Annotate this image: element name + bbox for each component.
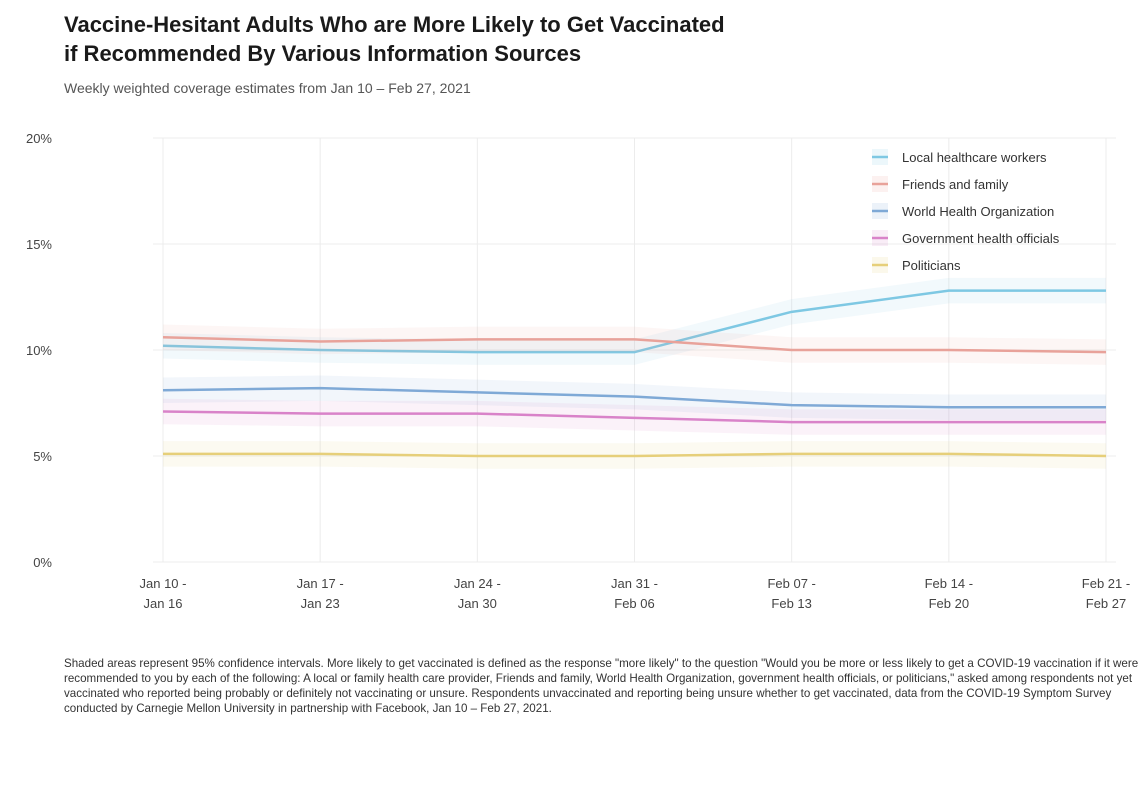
y-tick-label: 5% — [33, 449, 52, 464]
y-tick-label: 10% — [26, 343, 52, 358]
line-chart: 0% 5% 10% 15% 20% Jan 10 -Jan 16 Jan 17 -Jan … — [26, 131, 1131, 611]
series-line — [162, 386, 1106, 409]
chart-footnote: Shaded areas represent 95% confidence in… — [64, 657, 1139, 715]
legend-label: Local healthcare workers — [902, 150, 1047, 165]
series-line — [162, 410, 1106, 424]
x-axis: Jan 10 -Jan 16 Jan 17 -Jan 23 Jan 24 -Jan … — [140, 576, 1131, 611]
chart-title-line2: if Recommended By Various Information So… — [64, 41, 582, 66]
y-tick-label: 15% — [26, 237, 52, 252]
confidence-band — [163, 324, 1106, 365]
x-tick-label: Feb 07 -Feb 13 — [767, 576, 815, 611]
series-line — [163, 452, 1107, 458]
x-tick-label: Feb 21 -Feb 27 — [1082, 576, 1130, 611]
x-tick-label: Jan 10 -Jan 16 — [140, 576, 187, 611]
confidence-band — [163, 277, 1106, 365]
x-tick-label: Jan 24 -Jan 30 — [454, 576, 501, 611]
chart-subtitle: Weekly weighted coverage estimates from … — [64, 80, 471, 96]
y-tick-label: 20% — [26, 131, 52, 146]
legend-label: Government health officials — [902, 231, 1060, 246]
chart-title: Vaccine-Hesitant Adults Who are More Lik… — [64, 10, 1064, 68]
x-tick-label: Jan 17 -Jan 23 — [297, 576, 344, 611]
y-tick-label: 0% — [33, 555, 52, 570]
series-line — [162, 289, 1106, 354]
series-layer — [162, 277, 1107, 469]
legend: Local healthcare workers Friends and fami… — [872, 149, 1060, 273]
chart-title-line1: Vaccine-Hesitant Adults Who are More Lik… — [64, 12, 725, 37]
legend-label: Friends and family — [902, 177, 1009, 192]
legend-label: World Health Organization — [902, 204, 1054, 219]
series-line — [162, 336, 1107, 354]
x-tick-label: Feb 14 -Feb 20 — [925, 576, 973, 611]
legend-label: Politicians — [902, 258, 961, 273]
y-axis: 0% 5% 10% 15% 20% — [26, 131, 52, 570]
x-tick-label: Jan 31 -Feb 06 — [611, 576, 658, 611]
